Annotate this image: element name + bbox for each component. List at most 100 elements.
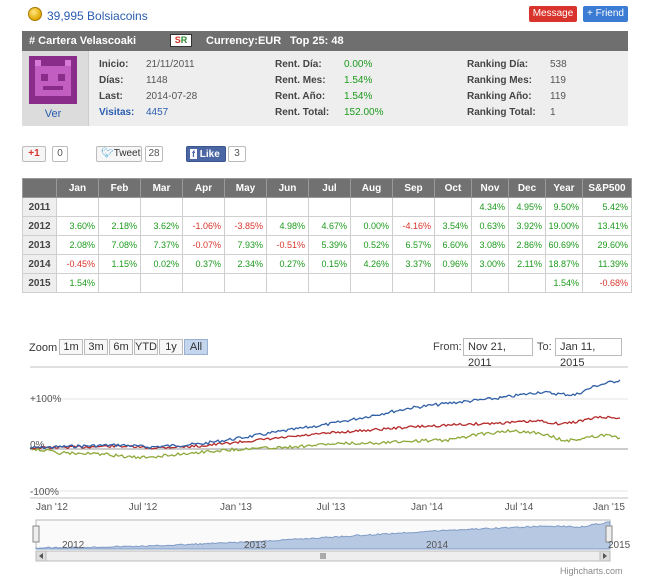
zoom-6m-button[interactable]: 6m [109,339,133,355]
x-tick-jan15: Jan '15 [593,502,625,513]
table-cell [308,197,351,217]
dias-value: 1148 [146,75,168,86]
google-plus-button[interactable]: +1 [22,146,46,162]
bolsiacoin-icon [28,7,42,21]
table-cell [140,273,183,293]
table-cell: 5.42% [582,197,632,217]
scroll-left-arrow-icon [39,553,43,559]
table-cell [224,197,267,217]
x-tick-jan14: Jan '14 [411,502,443,513]
navigator-left-handle[interactable] [32,525,40,543]
to-date-input[interactable]: Jan 11, 2015 [555,338,622,369]
tweet-count: 28 [145,146,163,162]
table-cell: -0.07% [182,235,225,255]
from-date-input[interactable]: Nov 21, 2011 [463,338,533,369]
rent-mes-value: 1.54% [344,75,373,86]
ranking-mes-value: 119 [550,75,566,86]
header-year: Year [545,178,583,198]
message-button[interactable]: Message [529,6,577,22]
header-dec: Dec [508,178,546,198]
table-cell: 2.11% [508,254,546,274]
view-avatar-link[interactable]: Ver [44,108,62,120]
google-plus-count: 0 [52,146,68,162]
table-row: 2014 -0.45% 1.15% 0.02% 0.37% 2.34% 0.27% 0.15%… [22,254,632,274]
rent-dia-value: 0.00% [344,59,373,70]
rent-ano-label: Rent. Año: [275,91,326,102]
performance-chart[interactable]: +100% 0% -100% Jan '12 Jul '12 Jan '13 J… [0,358,650,582]
table-cell: 3.00% [471,254,509,274]
portfolio-info-panel: Ver Inicio: 21/11/2011 Días: 1148 Last: … [22,51,628,126]
table-cell: 0.63% [471,216,509,236]
last-value: 2014-07-28 [146,91,198,102]
avatar[interactable] [29,56,77,104]
rent-ano-value: 1.54% [344,91,373,102]
table-row: 2011 4.34% 4.95% 9.50% 5.42% [22,197,632,217]
row-year: 2014 [22,254,57,274]
header-feb: Feb [98,178,141,198]
table-cell: 60.69% [545,235,583,255]
table-cell [182,273,225,293]
add-friend-button[interactable]: + Friend [583,6,628,22]
table-row: 2012 3.60% 2.18% 3.62% -1.06% -3.85% 4.98% 4.67… [22,216,632,236]
zoom-3m-button[interactable]: 3m [84,339,108,355]
rent-mes-label: Rent. Mes: [275,75,326,86]
header-nov: Nov [471,178,509,198]
header-apr: Apr [182,178,225,198]
badge-s: S [174,35,181,45]
table-cell: 3.54% [434,216,472,236]
zoom-1m-button[interactable]: 1m [59,339,83,355]
row-year: 2011 [22,197,57,217]
zoom-all-button[interactable]: All [184,339,208,355]
inicio-label: Inicio: [99,59,129,70]
table-row: 2013 2.08% 7.08% 7.37% -0.07% 7.93% -0.51% 5.39… [22,235,632,255]
ranking-ano-value: 119 [550,91,566,102]
table-cell: 3.08% [471,235,509,255]
nav-tick-2012: 2012 [62,540,85,551]
table-cell: 1.15% [98,254,141,274]
table-cell: 6.60% [434,235,472,255]
table-cell: -0.51% [266,235,309,255]
sr-badge: SR [170,34,192,47]
like-count: 3 [228,146,246,162]
to-label: To: [537,341,552,353]
table-cell [508,273,546,293]
x-tick-jan13: Jan '13 [220,502,252,513]
table-cell: -4.16% [392,216,435,236]
zoom-ytd-button[interactable]: YTD [134,339,158,355]
rent-dia-label: Rent. Día: [275,59,322,70]
facebook-like-button[interactable]: f Like [186,146,226,162]
row-year: 2013 [22,235,57,255]
header-jan: Jan [56,178,99,198]
table-cell: 18.87% [545,254,583,274]
table-cell [350,273,393,293]
x-tick-jan12: Jan '12 [36,502,68,513]
dias-label: Días: [99,75,124,86]
row-year: 2015 [22,273,57,293]
table-cell: 1.54% [545,273,583,293]
navigator-right-handle[interactable] [605,525,613,543]
header-oct: Oct [434,178,472,198]
table-cell: 3.37% [392,254,435,274]
table-cell: 3.92% [508,216,546,236]
table-cell [266,197,309,217]
x-tick-jul13: Jul '13 [317,502,346,513]
tweet-button[interactable]: 🐦︎Tweet [96,146,142,162]
facebook-icon: f [190,149,197,159]
avatar-image [29,56,77,104]
visitas-label[interactable]: Visitas: [99,107,135,118]
x-tick-jul14: Jul '14 [505,502,534,513]
table-row: 2015 1.54% 1.54% -0.68% [22,273,632,293]
nav-tick-2013: 2013 [244,540,267,551]
x-tick-jul12: Jul '12 [129,502,158,513]
table-cell: 2.08% [56,235,99,255]
header-sep: Sep [392,178,435,198]
table-cell: 4.98% [266,216,309,236]
last-label: Last: [99,91,123,102]
scrollbar-grip-icon [320,553,326,559]
highcharts-credit[interactable]: Highcharts.com [560,566,623,576]
table-cell: 3.62% [140,216,183,236]
portfolio-title: # Cartera Velascoaki [29,35,137,47]
zoom-1y-button[interactable]: 1y [159,339,183,355]
coins-balance[interactable]: 39,995 Bolsiacoins [47,9,148,23]
table-cell [182,197,225,217]
